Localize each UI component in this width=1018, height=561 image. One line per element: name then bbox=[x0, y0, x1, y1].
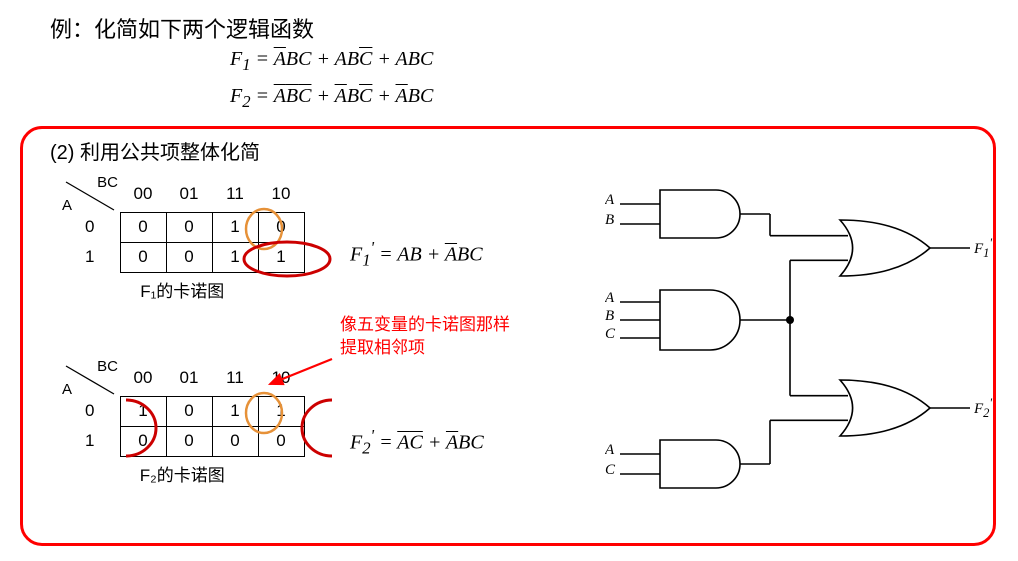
formula-f2: F2 = ABC + ABC + ABC bbox=[230, 79, 433, 116]
f1-result: F1' = AB + ABC bbox=[350, 238, 483, 271]
kmap-row-1: 1 bbox=[60, 242, 120, 272]
kmap1-cell: 0 bbox=[258, 212, 304, 242]
kmap1-cell: 1 bbox=[212, 242, 258, 272]
red-annotation: 像五变量的卡诺图那样提取相邻项 bbox=[340, 314, 510, 360]
kmap-f1: BC A 00 01 11 10 0 0 0 1 0 1 0 0 1 1 bbox=[60, 176, 305, 302]
formula-f1: F1 = ABC + ABC + ABC bbox=[230, 42, 433, 79]
kmap-col-00: 00 bbox=[120, 360, 166, 396]
kmap2-cell: 0 bbox=[258, 426, 304, 456]
kmap1-cell: 0 bbox=[166, 242, 212, 272]
kmap2-cell: 0 bbox=[166, 426, 212, 456]
kmap2-cell: 0 bbox=[120, 426, 166, 456]
kmap-f1-table: BC A 00 01 11 10 0 0 0 1 0 1 0 0 1 1 bbox=[60, 176, 305, 273]
formula-block: F1 = ABC + ABC + ABC F2 = ABC + ABC + AB… bbox=[230, 42, 433, 117]
kmap2-cell: 1 bbox=[258, 396, 304, 426]
kmap2-cell: 1 bbox=[212, 396, 258, 426]
kmap-col-11: 11 bbox=[212, 360, 258, 396]
kmap2-cell: 1 bbox=[120, 396, 166, 426]
kmap1-cell: 1 bbox=[212, 212, 258, 242]
kmap2-cell: 0 bbox=[166, 396, 212, 426]
kmap-col-01: 01 bbox=[166, 360, 212, 396]
kmap-col-10: 10 bbox=[258, 176, 304, 212]
f2-result: F2' = AC + ABC bbox=[350, 426, 484, 459]
kmap2-cell: 0 bbox=[212, 426, 258, 456]
kmap-row-0: 0 bbox=[60, 212, 120, 242]
kmap-col-10: 10 bbox=[258, 360, 304, 396]
logic-circuit: ABABCACF1'F2' bbox=[580, 180, 1000, 520]
kmap-col-11: 11 bbox=[212, 176, 258, 212]
kmap1-cell: 0 bbox=[120, 242, 166, 272]
kmap-col-00: 00 bbox=[120, 176, 166, 212]
kmap-corner-bc: BC bbox=[97, 174, 118, 191]
kmap1-cell: 0 bbox=[166, 212, 212, 242]
kmap-corner-a: A bbox=[62, 381, 72, 398]
kmap-row-0: 0 bbox=[60, 396, 120, 426]
kmap2-caption: F₂的卡诺图 bbox=[60, 461, 305, 486]
kmap-col-01: 01 bbox=[166, 176, 212, 212]
kmap1-cell: 1 bbox=[258, 242, 304, 272]
kmap1-cell: 0 bbox=[120, 212, 166, 242]
kmap-row-1: 1 bbox=[60, 426, 120, 456]
kmap-f2-table: BC A 00 01 11 10 0 1 0 1 1 1 0 0 0 0 bbox=[60, 360, 305, 457]
kmap1-caption: F₁的卡诺图 bbox=[60, 277, 305, 302]
kmap-corner-a: A bbox=[62, 197, 72, 214]
subsection-title: (2) 利用公共项整体化简 bbox=[50, 136, 260, 165]
kmap-corner-bc: BC bbox=[97, 358, 118, 375]
example-title: 例：化简如下两个逻辑函数 bbox=[50, 12, 314, 44]
kmap-f2: BC A 00 01 11 10 0 1 0 1 1 1 0 0 0 0 bbox=[60, 360, 305, 486]
